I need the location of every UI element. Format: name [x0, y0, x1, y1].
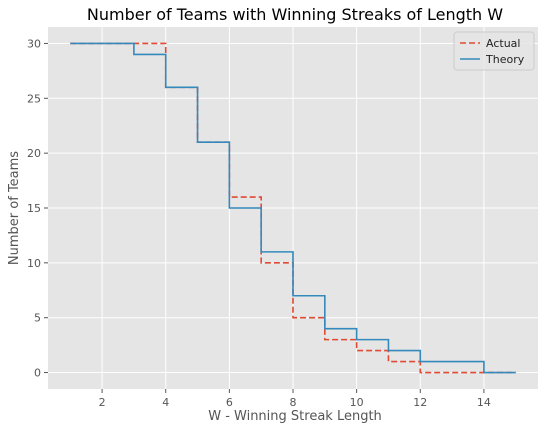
y-tick-label: 20 [27, 147, 41, 160]
y-tick-label: 10 [27, 257, 41, 270]
x-tick-label: 2 [99, 396, 106, 409]
axis-ticks: 2 4 6 8 10 12 14 0 5 10 15 20 25 30 [27, 37, 491, 409]
y-tick-label: 0 [34, 367, 41, 380]
x-tick-label: 14 [477, 396, 491, 409]
chart-title: Number of Teams with Winning Streaks of … [87, 5, 503, 24]
legend-label-theory: Theory [485, 53, 525, 66]
legend-box [453, 31, 535, 71]
x-tick-label: 10 [350, 396, 364, 409]
x-tick-label: 12 [413, 396, 427, 409]
series-line-theory [70, 42, 516, 374]
x-tick-label: 4 [162, 396, 169, 409]
y-tick-label: 30 [27, 37, 41, 50]
legend: Actual Theory [453, 31, 535, 71]
x-tick-label: 6 [226, 396, 233, 409]
legend-label-actual: Actual [486, 37, 520, 50]
series-lines [70, 42, 516, 374]
y-tick-label: 5 [34, 312, 41, 325]
y-tick-label: 15 [27, 202, 41, 215]
y-tick-label: 25 [27, 92, 41, 105]
x-axis-label: W - Winning Streak Length [208, 409, 382, 424]
y-axis-label: Number of Teams [7, 151, 22, 265]
x-tick-label: 8 [290, 396, 297, 409]
